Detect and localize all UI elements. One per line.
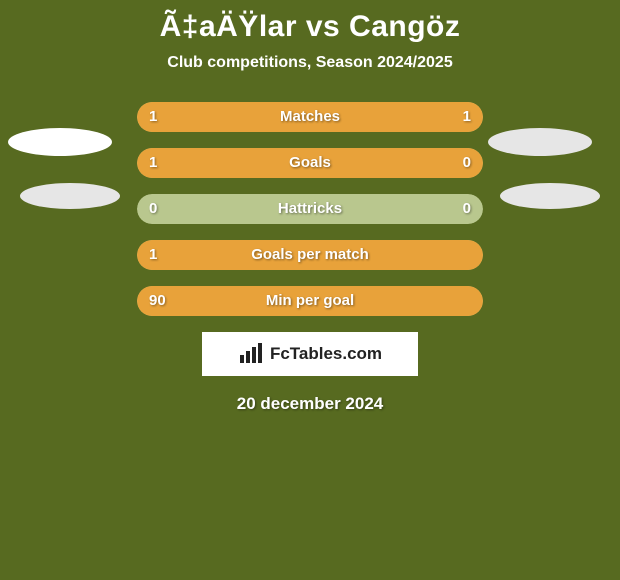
page-title: Ã‡aÄŸlar vs Cangöz xyxy=(0,0,620,44)
player-ellipse-right xyxy=(500,183,600,209)
comparison-stage: 11Matches 10Goals 00Hattricks 1Goals per ma… xyxy=(0,102,620,316)
date-text: 20 december 2024 xyxy=(0,394,620,414)
player-ellipse-right xyxy=(488,128,592,156)
stat-row: 90Min per goal xyxy=(137,286,483,316)
row-label: Min per goal xyxy=(137,286,483,316)
fctables-logo: FcTables.com xyxy=(202,332,418,376)
logo-text-suffix: .com xyxy=(342,344,382,363)
stat-row: 1Goals per match xyxy=(137,240,483,270)
row-label: Matches xyxy=(137,102,483,132)
logo-text-main: FcTables xyxy=(270,344,342,363)
logo-text: FcTables.com xyxy=(270,344,382,364)
row-label: Hattricks xyxy=(137,194,483,224)
player-ellipse-left xyxy=(20,183,120,209)
bars-icon xyxy=(238,343,264,365)
stat-row: 10Goals xyxy=(137,148,483,178)
subtitle: Club competitions, Season 2024/2025 xyxy=(0,54,620,72)
stat-rows: 11Matches 10Goals 00Hattricks 1Goals per ma… xyxy=(137,102,483,316)
row-label: Goals per match xyxy=(137,240,483,270)
player-ellipse-left xyxy=(8,128,112,156)
stat-row: 11Matches xyxy=(137,102,483,132)
stat-row: 00Hattricks xyxy=(137,194,483,224)
row-label: Goals xyxy=(137,148,483,178)
